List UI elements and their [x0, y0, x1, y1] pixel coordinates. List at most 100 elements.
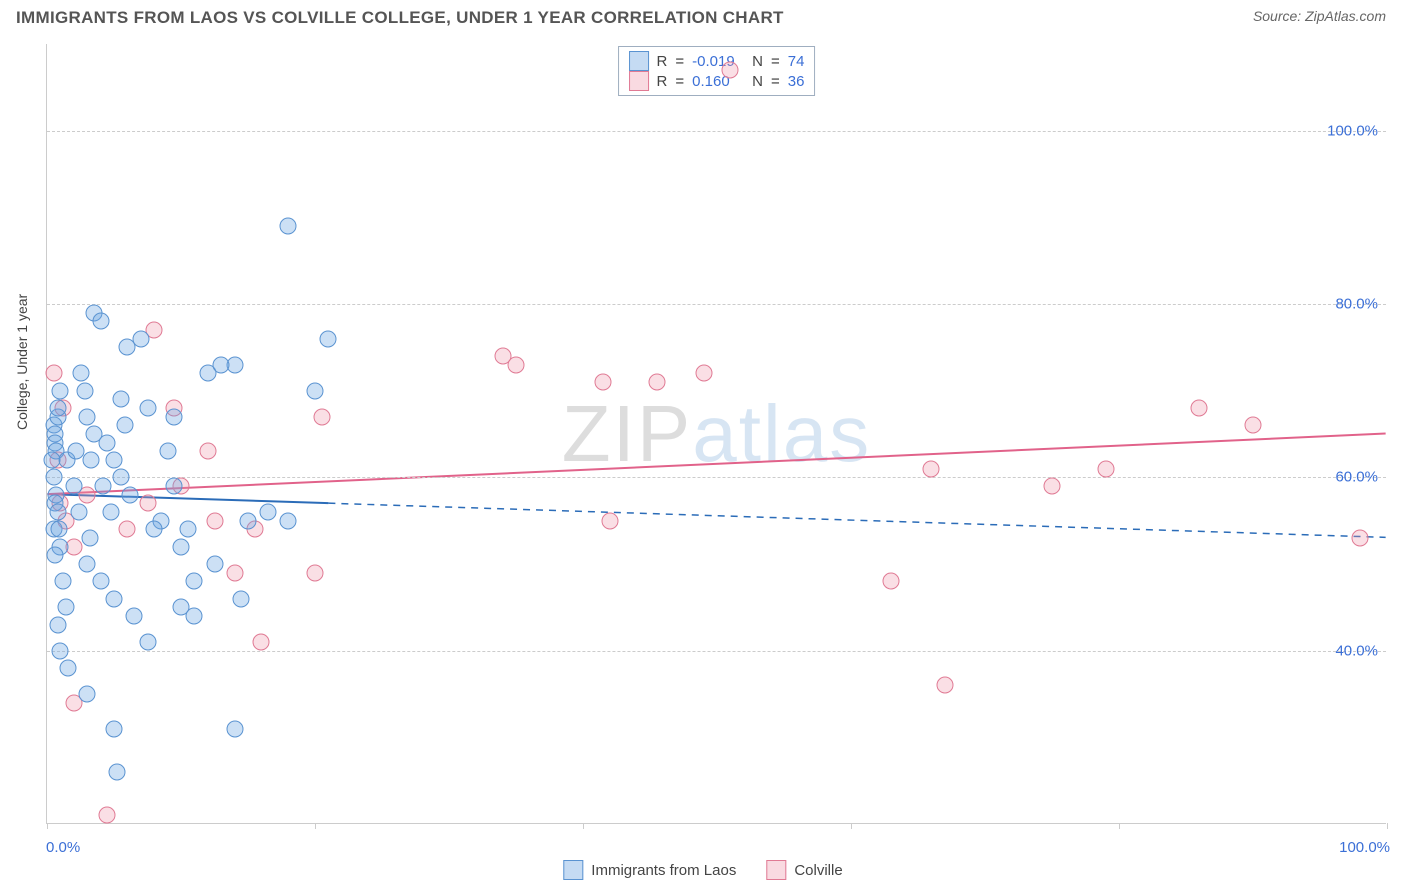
legend-row-a: R = -0.019 N = 74 — [629, 51, 805, 71]
data-point — [648, 374, 665, 391]
scatter-plot-area: ZIPatlas R = -0.019 N = 74 R = 0.160 N =… — [46, 44, 1386, 824]
data-point — [95, 478, 112, 495]
data-point — [226, 564, 243, 581]
data-point — [72, 365, 89, 382]
data-point — [44, 452, 61, 469]
gridline — [47, 651, 1386, 652]
data-point — [1245, 417, 1262, 434]
data-point — [206, 556, 223, 573]
data-point — [280, 512, 297, 529]
legend-row-b: R = 0.160 N = 36 — [629, 71, 805, 91]
watermark-part2: atlas — [692, 389, 871, 478]
watermark-part1: ZIP — [562, 389, 692, 478]
swatch-b-icon — [766, 860, 786, 880]
legend-label-a: Immigrants from Laos — [591, 862, 736, 879]
data-point — [122, 486, 139, 503]
data-point — [83, 452, 100, 469]
data-point — [179, 521, 196, 538]
n-label: N — [752, 53, 763, 70]
data-point — [103, 504, 120, 521]
data-point — [65, 478, 82, 495]
xtick — [1119, 823, 1120, 829]
chart-title: IMMIGRANTS FROM LAOS VS COLVILLE COLLEGE… — [16, 8, 784, 28]
series-legend: Immigrants from Laos Colville — [563, 860, 842, 880]
data-point — [132, 330, 149, 347]
ytick-label: 40.0% — [1335, 642, 1378, 659]
data-point — [1044, 478, 1061, 495]
xtick — [583, 823, 584, 829]
data-point — [92, 573, 109, 590]
legend-item-a: Immigrants from Laos — [563, 860, 736, 880]
source-prefix: Source: — [1253, 8, 1305, 24]
eq-sign: = — [771, 73, 780, 90]
n-label: N — [752, 73, 763, 90]
y-axis-label: College, Under 1 year — [14, 294, 30, 430]
data-point — [139, 634, 156, 651]
data-point — [106, 452, 123, 469]
gridline — [47, 304, 1386, 305]
data-point — [595, 374, 612, 391]
data-point — [1097, 460, 1114, 477]
swatch-b-icon — [629, 71, 649, 91]
data-point — [139, 495, 156, 512]
data-point — [45, 469, 62, 486]
data-point — [320, 330, 337, 347]
data-point — [307, 564, 324, 581]
data-point — [253, 634, 270, 651]
data-point — [260, 504, 277, 521]
data-point — [112, 469, 129, 486]
ytick-label: 100.0% — [1327, 122, 1378, 139]
r-label: R — [657, 73, 668, 90]
data-point — [159, 443, 176, 460]
data-point — [166, 408, 183, 425]
data-point — [307, 382, 324, 399]
data-point — [52, 382, 69, 399]
data-point — [79, 686, 96, 703]
data-point — [106, 720, 123, 737]
data-point — [206, 512, 223, 529]
data-point — [60, 660, 77, 677]
data-point — [146, 521, 163, 538]
data-point — [76, 382, 93, 399]
eq-sign: = — [771, 53, 780, 70]
r-label: R — [657, 53, 668, 70]
data-point — [55, 573, 72, 590]
data-point — [695, 365, 712, 382]
data-point — [508, 356, 525, 373]
data-point — [213, 356, 230, 373]
ytick-label: 80.0% — [1335, 296, 1378, 313]
data-point — [186, 608, 203, 625]
data-point — [49, 616, 66, 633]
xtick-label-first: 0.0% — [46, 839, 80, 856]
data-point — [1352, 530, 1369, 547]
ytick-label: 60.0% — [1335, 469, 1378, 486]
correlation-legend: R = -0.019 N = 74 R = 0.160 N = 36 — [618, 46, 816, 96]
legend-item-b: Colville — [766, 860, 842, 880]
swatch-a-icon — [563, 860, 583, 880]
data-point — [79, 556, 96, 573]
data-point — [119, 521, 136, 538]
data-point — [601, 512, 618, 529]
xtick — [851, 823, 852, 829]
data-point — [923, 460, 940, 477]
xtick — [47, 823, 48, 829]
trend-lines — [47, 44, 1386, 823]
data-point — [240, 512, 257, 529]
xtick — [1387, 823, 1388, 829]
data-point — [199, 443, 216, 460]
source-name: ZipAtlas.com — [1305, 8, 1386, 24]
xtick — [315, 823, 316, 829]
n-value-b: 36 — [788, 73, 805, 90]
eq-sign: = — [675, 53, 684, 70]
data-point — [112, 391, 129, 408]
data-point — [173, 538, 190, 555]
data-point — [106, 590, 123, 607]
data-point — [139, 400, 156, 417]
data-point — [722, 62, 739, 79]
data-point — [186, 573, 203, 590]
data-point — [79, 408, 96, 425]
data-point — [313, 408, 330, 425]
data-point — [49, 400, 66, 417]
data-point — [280, 218, 297, 235]
gridline — [47, 477, 1386, 478]
